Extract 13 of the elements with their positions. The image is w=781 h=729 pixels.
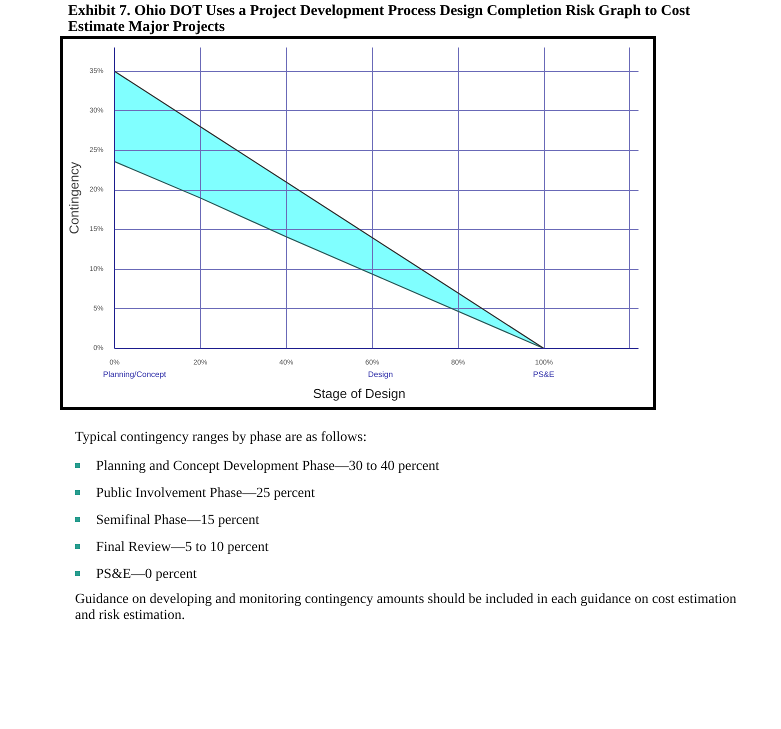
text: PS&E bbox=[533, 368, 554, 380]
text: Final Review—5 to 10 percent bbox=[95, 538, 270, 556]
text: Design bbox=[368, 368, 393, 380]
x-axis-title: Stage of Design bbox=[313, 384, 406, 403]
text: Planning/Concept bbox=[103, 368, 166, 380]
text: Public Involvement Phase—25 percent bbox=[95, 484, 316, 502]
text: PS&E—0 percent bbox=[95, 566, 198, 584]
text: Guidance on developing and monitoring contingency amounts should be included in each guidance on cost estimation and risk estimation. bbox=[75, 592, 738, 624]
y-axis-title: Contingency bbox=[66, 160, 82, 234]
chart-title: Exhibit 7. Ohio DOT Uses a Project Development Process Design Completion Risk Graph to Cost Estimate Major Projects bbox=[68, 3, 690, 35]
text: Planning and Concept Development Phase—30 to 40 percent bbox=[95, 458, 440, 476]
text: Semifinal Phase—15 percent bbox=[95, 512, 260, 530]
text: Typical contingency ranges by phase are as follows: bbox=[75, 428, 368, 446]
